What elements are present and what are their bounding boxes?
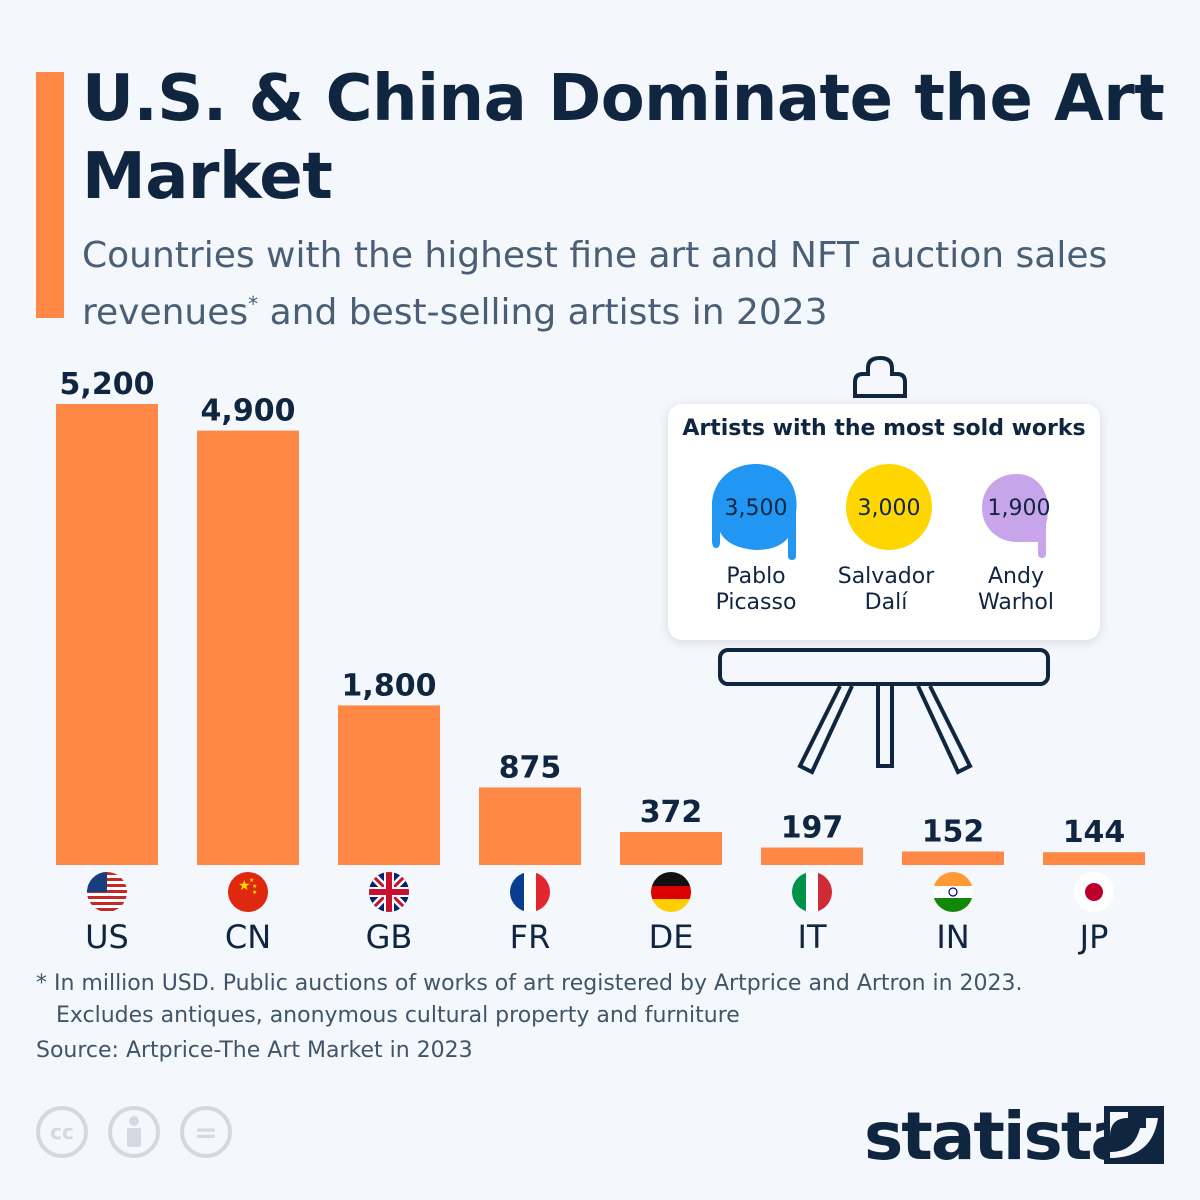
svg-text:★: ★ [252, 883, 257, 890]
no-derivatives-icon[interactable]: = [180, 1106, 232, 1158]
source-note: Source: Artprice-The Art Market in 2023 [36, 1038, 473, 1063]
svg-text:★: ★ [252, 889, 257, 896]
bar-cn [197, 430, 299, 865]
svg-text:★: ★ [249, 877, 254, 884]
statista-logo-mark-icon [1104, 1106, 1164, 1164]
artists-panel: Artists with the most sold works 3,500 3… [668, 404, 1100, 640]
value-label-it: 197 [781, 811, 844, 846]
attribution-icon[interactable] [108, 1106, 160, 1158]
category-label-it: IT [798, 918, 827, 956]
category-label-jp: JP [1078, 918, 1109, 956]
cn-flag-icon: ★ ★ ★ ★ [228, 872, 268, 912]
category-label-cn: CN [225, 918, 271, 956]
category-label-gb: GB [366, 918, 413, 956]
accent-bar [36, 72, 64, 318]
value-label-us: 5,200 [60, 367, 155, 402]
in-flag-icon [933, 872, 973, 912]
jp-flag-icon [1074, 872, 1114, 912]
artist-warhol: Andy Warhol [977, 564, 1054, 615]
bar-us [56, 404, 158, 865]
category-label-fr: FR [510, 918, 551, 956]
value-label-de: 372 [640, 795, 703, 830]
cc-icon[interactable]: cc [36, 1106, 88, 1158]
value-label-in: 152 [922, 815, 985, 850]
value-label-jp: 144 [1063, 815, 1126, 850]
paint-drip-blue-icon [712, 464, 797, 560]
statista-logo[interactable]: statista [864, 1098, 1135, 1175]
artist-value-dali: 3,000 [857, 496, 921, 521]
category-label-in: IN [936, 918, 969, 956]
artists-panel-title: Artists with the most sold works [682, 416, 1086, 441]
bar-gb [338, 705, 440, 865]
us-flag-icon [87, 872, 127, 912]
bar-chart: 5,200 US 4,900 CN 1,800 GB 875 FR 372 DE 197 IT 152 I… [56, 367, 1145, 956]
footnote: * In million USD. Public auctions of wor… [36, 971, 1023, 1028]
paint-drip-purple-icon [982, 474, 1049, 558]
fr-flag-icon [510, 872, 550, 912]
chart-subtitle: Countries with the highest fine art and … [82, 235, 1108, 333]
value-label-gb: 1,800 [342, 668, 437, 703]
de-flag-icon [651, 872, 691, 912]
artist-value-warhol: 1,900 [987, 496, 1051, 521]
category-label-de: DE [649, 918, 694, 956]
bar-it [761, 847, 863, 865]
easel-icon [718, 355, 1050, 775]
gb-flag-icon [369, 872, 409, 912]
svg-text:★: ★ [238, 878, 251, 894]
bar-in [902, 851, 1004, 865]
paint-drip-yellow-icon [846, 464, 932, 550]
bar-fr [479, 787, 581, 865]
value-label-fr: 875 [499, 750, 562, 785]
artist-value-picasso: 3,500 [724, 496, 788, 521]
artist-dali: Salvador Dalí [837, 564, 935, 615]
bar-de [620, 832, 722, 865]
artist-picasso: Pablo Picasso [715, 564, 797, 615]
chart-title: U.S. & China Dominate the Art Market [82, 62, 1165, 214]
bar-jp [1043, 852, 1145, 865]
it-flag-icon [792, 872, 832, 912]
value-label-cn: 4,900 [201, 394, 296, 429]
category-label-us: US [85, 918, 129, 956]
